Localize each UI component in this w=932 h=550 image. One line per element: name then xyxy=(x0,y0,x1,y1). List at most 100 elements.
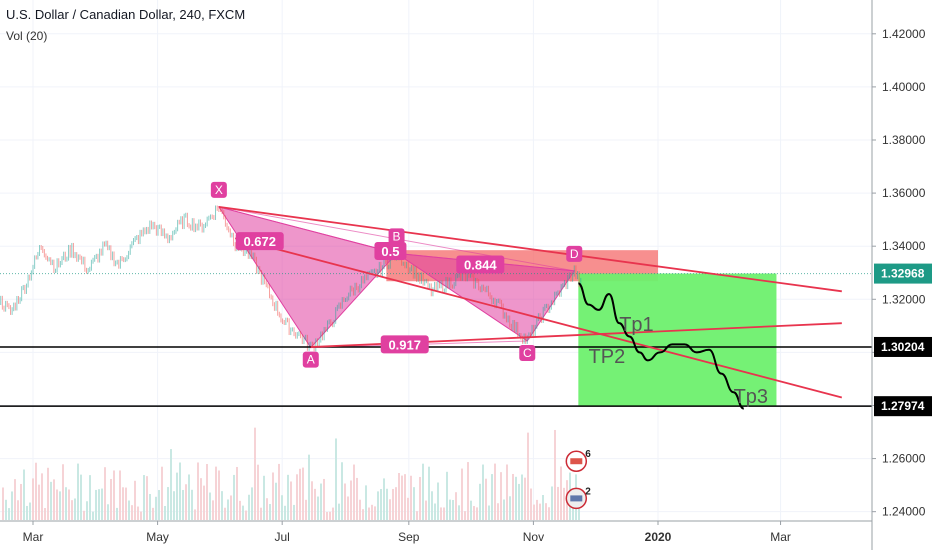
volume-bar xyxy=(50,481,52,520)
volume-bar xyxy=(347,496,349,520)
volume-bar xyxy=(35,462,37,520)
level-tag xyxy=(874,336,932,357)
volume-bar xyxy=(233,474,235,520)
volume-bar xyxy=(485,478,487,520)
volume-bar xyxy=(287,474,289,520)
volume-bar xyxy=(371,504,373,520)
volume-bar xyxy=(284,505,286,520)
volume-bar xyxy=(212,500,214,520)
volume-bar xyxy=(509,496,511,520)
volume-bar xyxy=(311,481,313,520)
volume-bar xyxy=(431,491,433,520)
ratio-label: 0.672 xyxy=(243,234,276,249)
y-tick-label: 1.42000 xyxy=(882,27,926,41)
volume-bar xyxy=(470,500,472,520)
volume-bar xyxy=(380,488,382,520)
volume-bar xyxy=(401,475,403,520)
x-tick-label: Jul xyxy=(275,530,290,544)
point-tag-A xyxy=(302,351,319,368)
volume-bar xyxy=(359,499,361,520)
volume-bar xyxy=(497,503,499,520)
volume-bar xyxy=(422,463,424,520)
volume-bar xyxy=(332,507,334,520)
volume-bar xyxy=(503,499,505,520)
volume-bar xyxy=(86,501,88,520)
volume-bar xyxy=(551,486,553,520)
volume-bar xyxy=(512,473,514,520)
level-label: 1.27974 xyxy=(881,399,925,413)
level-tag xyxy=(874,396,932,417)
volume-bar xyxy=(413,487,415,520)
flag-icon-mark xyxy=(570,495,583,502)
volume-bar xyxy=(254,427,256,520)
volume-bar xyxy=(449,499,451,520)
target-label: Tp3 xyxy=(734,386,768,408)
volume-bar xyxy=(110,478,112,520)
volume-bar xyxy=(251,487,253,520)
ratio-tag xyxy=(456,255,505,274)
x-tick-label: Sep xyxy=(398,530,420,544)
volume-bar xyxy=(416,511,418,520)
volume-bars xyxy=(2,427,580,520)
volume-bar xyxy=(200,478,202,520)
volume-bar xyxy=(515,476,517,520)
volume-bar xyxy=(263,475,265,520)
volume-bar xyxy=(206,464,208,520)
point-tag-X xyxy=(210,181,227,198)
volume-bar xyxy=(104,467,106,520)
volume-bar xyxy=(194,509,196,520)
volume-bar xyxy=(530,488,532,520)
volume-bar xyxy=(389,499,391,520)
volume-bar xyxy=(350,480,352,520)
volume-bar xyxy=(11,491,13,520)
volume-bar xyxy=(293,504,295,520)
volume-bar xyxy=(500,472,502,520)
price-axis[interactable]: 1.42000 1.40000 1.38000 1.36000 1.34000 1.320… xyxy=(871,0,932,550)
symbol-title[interactable]: U.S. Dollar / Canadian Dollar, 240, FXCM xyxy=(6,7,246,22)
volume-bar xyxy=(539,503,541,520)
trendline xyxy=(218,206,842,293)
volume-bar xyxy=(383,478,385,520)
x-tick-label: Nov xyxy=(523,530,544,544)
y-tick-label: 1.36000 xyxy=(882,186,926,200)
volume-indicator-label[interactable]: Vol (20) xyxy=(6,29,48,43)
volume-bar xyxy=(101,488,103,520)
volume-bar xyxy=(248,494,250,520)
volume-bar xyxy=(353,464,355,520)
volume-bar xyxy=(314,488,316,520)
volume-bar xyxy=(17,500,19,520)
y-tick-label: 1.34000 xyxy=(882,239,926,253)
chart-labels: X A B C D 0.672 0.5 0.844 0.917 Tp1 TP2 Tp3 6 2 xyxy=(210,181,768,510)
volume-bar xyxy=(2,487,4,520)
volume-bar xyxy=(323,478,325,520)
volume-bar xyxy=(128,500,130,520)
volume-bar xyxy=(365,485,367,520)
volume-bar xyxy=(155,496,157,520)
y-tick-label: 1.38000 xyxy=(882,133,926,147)
volume-bar xyxy=(56,489,58,520)
volume-bar xyxy=(20,483,22,520)
volume-bar xyxy=(269,504,271,520)
volume-bar xyxy=(341,462,343,520)
volume-bar xyxy=(182,489,184,520)
volume-bar xyxy=(464,511,466,520)
volume-bar xyxy=(563,487,565,520)
volume-bar xyxy=(467,462,469,520)
ratio-label: 0.917 xyxy=(388,337,421,352)
xb-leg xyxy=(218,206,397,254)
volume-bar xyxy=(308,454,310,520)
volume-bar xyxy=(317,496,319,520)
volume-bar xyxy=(524,477,526,520)
time-axis[interactable]: Mar May Jul Sep Nov 2020 Mar xyxy=(0,520,872,544)
point-label-B: B xyxy=(393,229,401,243)
volume-bar xyxy=(410,475,412,520)
volume-bar xyxy=(281,495,283,520)
volume-bar xyxy=(239,500,241,520)
volume-bar xyxy=(134,480,136,520)
volume-bar xyxy=(92,511,94,520)
volume-bar xyxy=(455,492,457,520)
volume-bar xyxy=(425,500,427,520)
event-count: 2 xyxy=(585,486,591,497)
volume-bar xyxy=(53,479,55,520)
